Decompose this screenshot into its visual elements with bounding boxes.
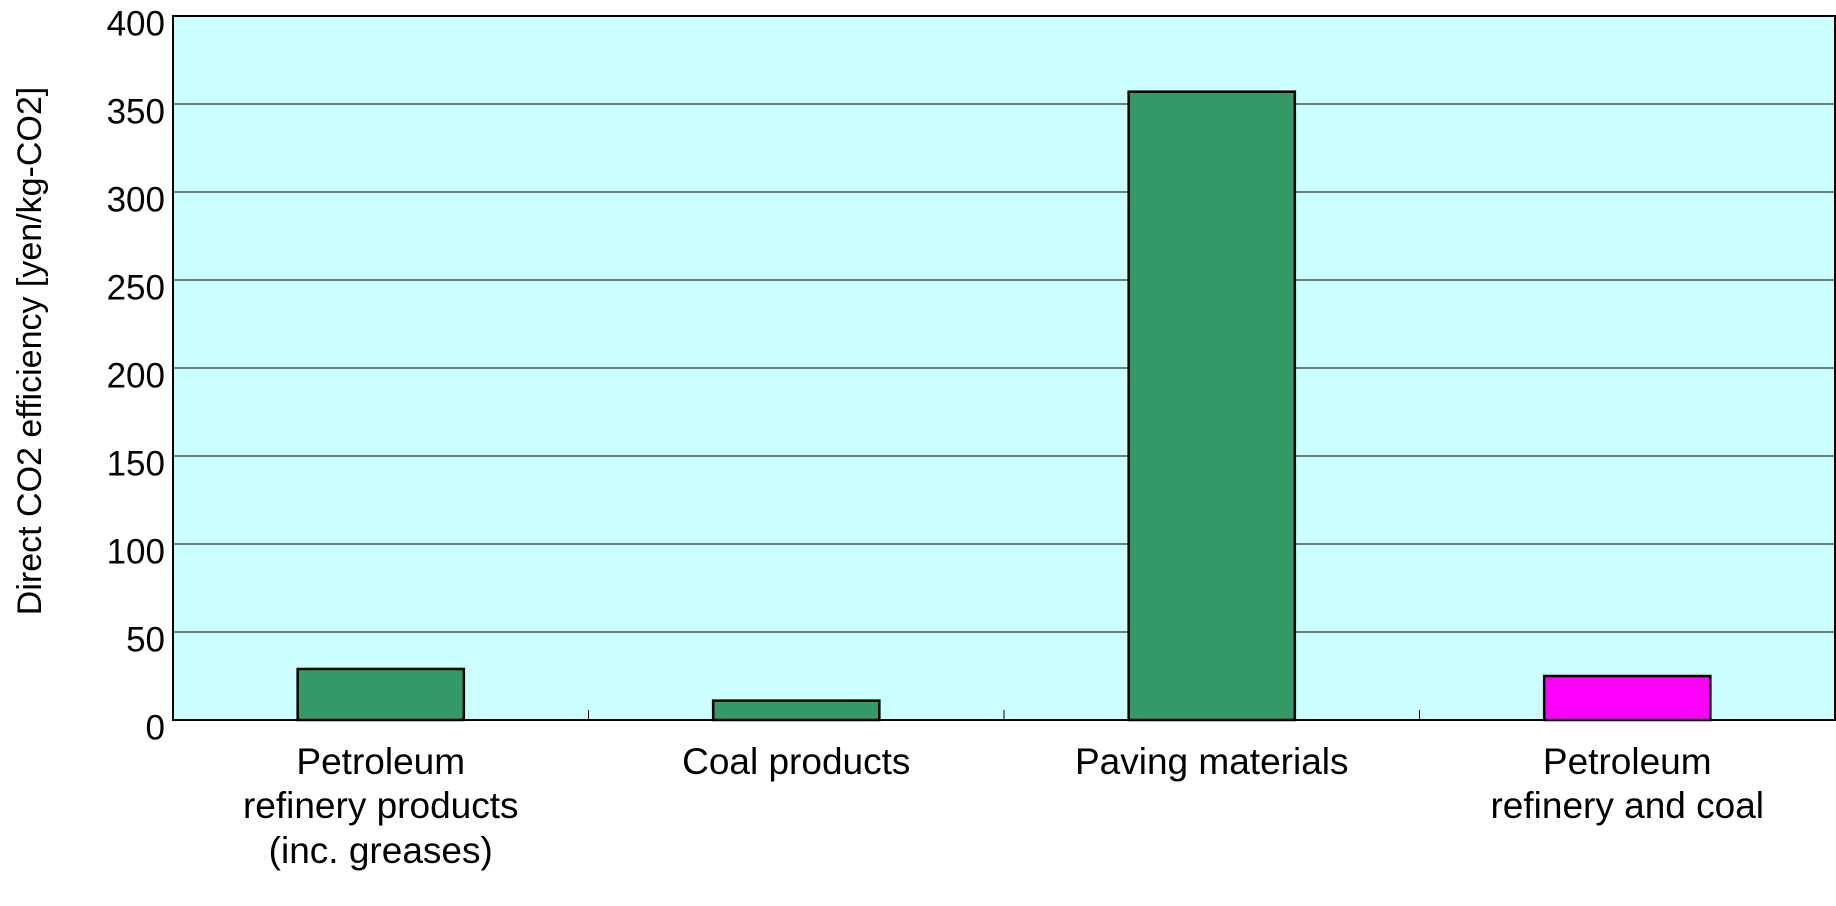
y-tick-label: 200: [107, 356, 165, 395]
y-tick-label: 400: [107, 4, 165, 43]
bar: [1542, 674, 1712, 722]
y-tick-label: 100: [107, 532, 165, 571]
bar: [1127, 90, 1297, 722]
x-tick-label: Petroleum refinery and coal: [1490, 741, 1765, 827]
y-tick-label: 250: [107, 268, 165, 307]
y-axis-label: Direct CO2 efficiency [yen/kg-CO2]: [11, 87, 49, 615]
y-tick-label: 350: [107, 92, 165, 131]
x-tick-label: Coal products: [682, 741, 911, 782]
bar: [296, 667, 466, 722]
bar: [711, 699, 881, 722]
y-tick-label: 0: [146, 708, 165, 747]
y-tick-label: 50: [126, 620, 165, 659]
x-tick-label: Paving materials: [1074, 741, 1349, 782]
y-tick-label: 300: [107, 180, 165, 219]
x-tick-label: Petroleum refinery products (inc. grease…: [242, 741, 519, 871]
y-tick-label: 150: [107, 444, 165, 483]
